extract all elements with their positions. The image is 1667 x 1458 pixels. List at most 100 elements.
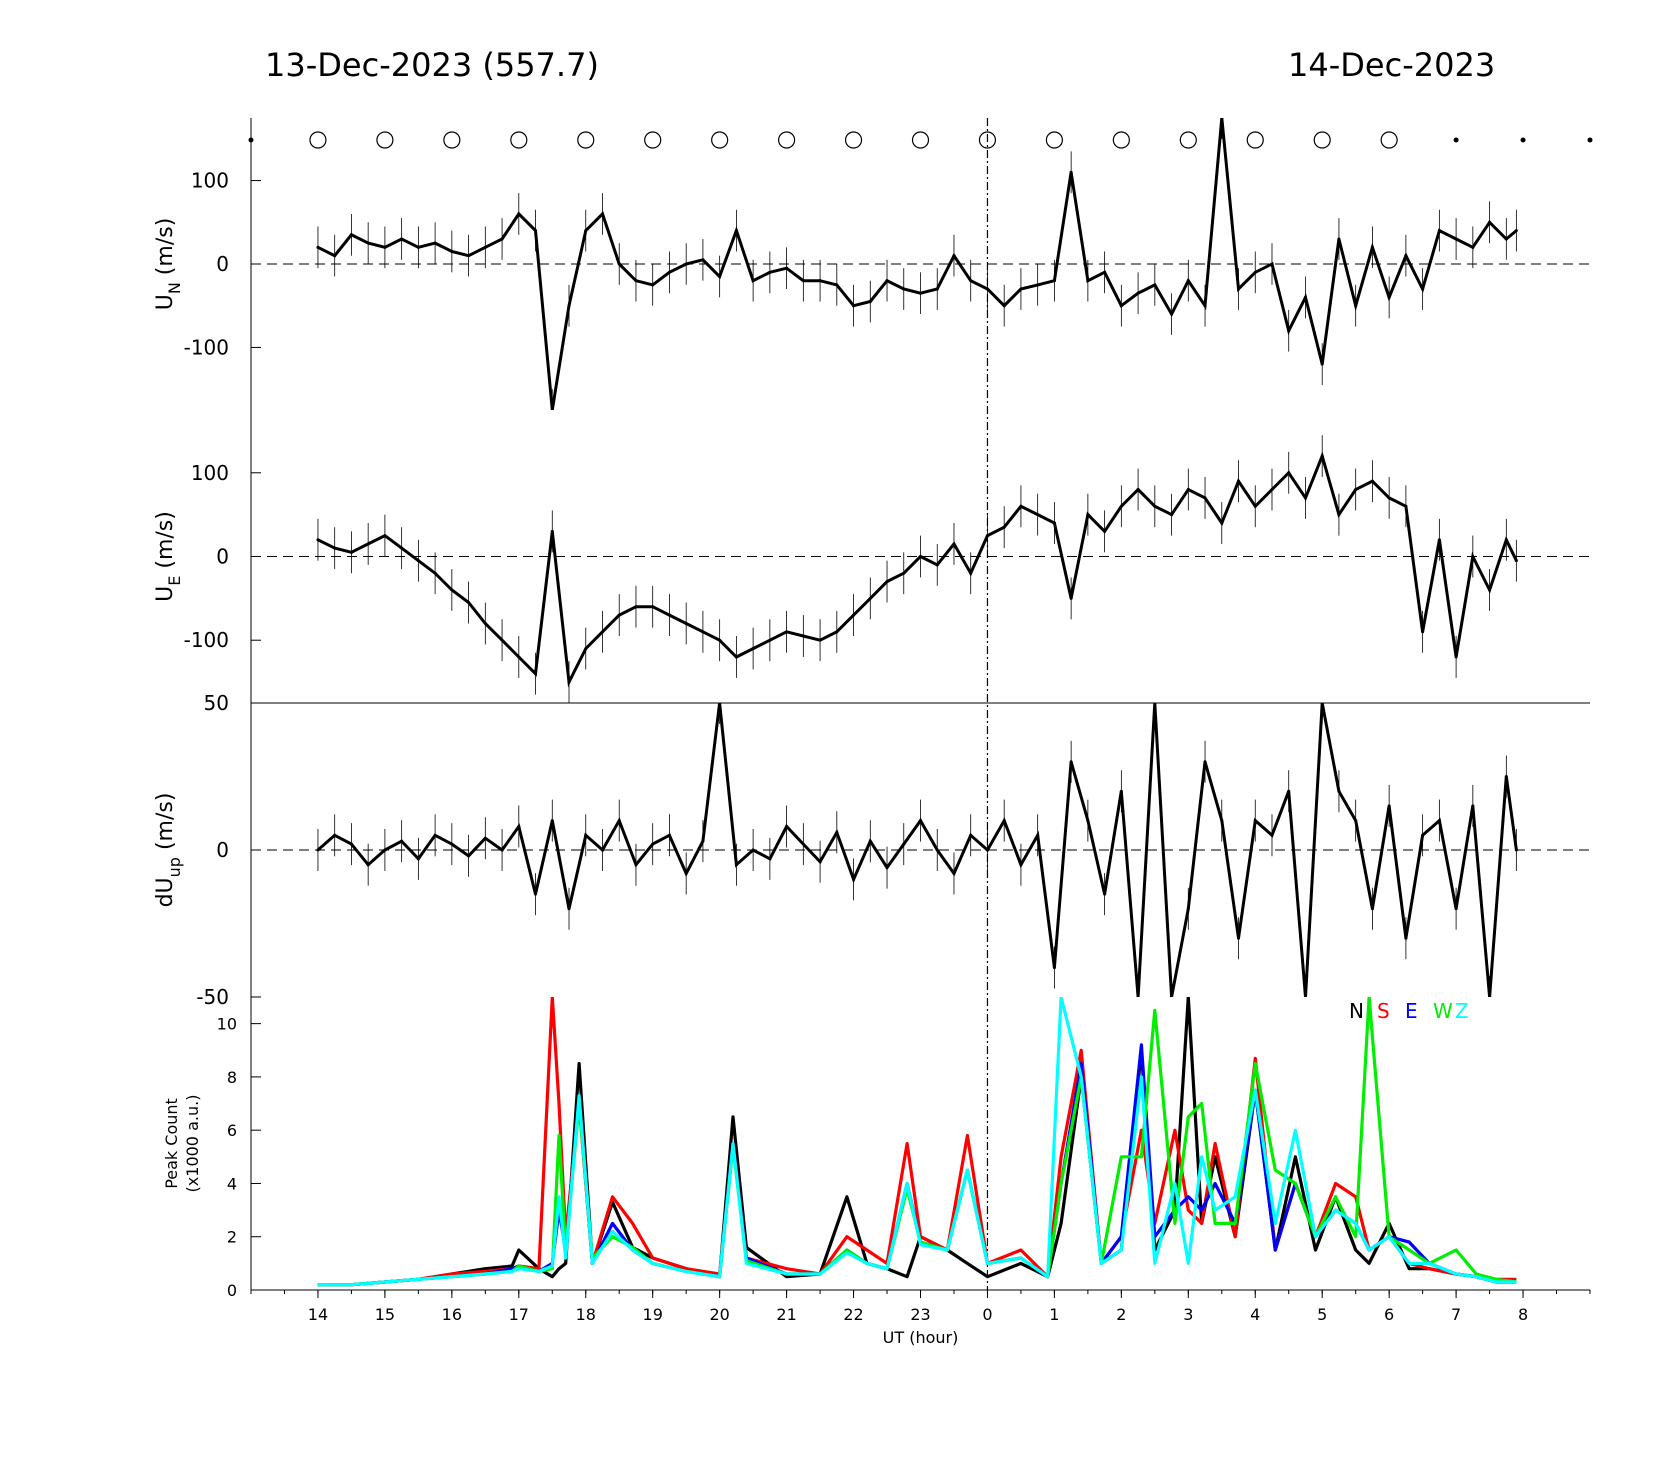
data-point: [450, 842, 454, 846]
data-point: [1220, 521, 1224, 525]
y-tick-label: 6: [227, 1121, 237, 1140]
data-point: [701, 258, 705, 262]
data-point: [1119, 304, 1123, 308]
data-point: [734, 863, 738, 867]
data-point: [550, 529, 554, 533]
y-tick-label: 2: [227, 1228, 237, 1247]
data-point: [701, 630, 705, 634]
y-tick-label: 0: [227, 1281, 237, 1300]
data-point: [1186, 279, 1190, 283]
data-point: [567, 907, 571, 911]
data-point: [684, 621, 688, 625]
data-point: [634, 279, 638, 283]
x-tick-label: 21: [776, 1305, 796, 1324]
data-point: [349, 842, 353, 846]
data-point: [651, 283, 655, 287]
data-point: [1370, 479, 1374, 483]
x-tick-label: 7: [1451, 1305, 1461, 1324]
data-point: [1504, 775, 1508, 778]
data-point: [801, 634, 805, 638]
hour-dot-marker: [248, 137, 254, 143]
hour-circle-marker: [1179, 131, 1197, 149]
data-point: [885, 580, 889, 584]
data-point: [584, 647, 588, 651]
data-point: [818, 638, 822, 642]
data-point: [868, 839, 872, 843]
data-point: [316, 245, 320, 249]
data-point: [383, 245, 387, 249]
hour-circle-marker: [1380, 131, 1398, 149]
data-point: [985, 848, 989, 852]
data-point: [550, 819, 554, 823]
hour-circle-marker: [309, 131, 327, 149]
x-axis-label: UT (hour): [883, 1328, 959, 1347]
data-point: [1036, 283, 1040, 287]
data-point: [1052, 279, 1056, 283]
data-point: [433, 571, 437, 575]
data-point: [416, 559, 420, 563]
data-point: [567, 304, 571, 308]
data-point: [684, 872, 688, 876]
series-line: [317, 451, 1518, 688]
y-tick-label: 4: [227, 1174, 237, 1193]
y-tick-label: -100: [184, 335, 229, 359]
data-point: [919, 291, 922, 295]
data-point: [1387, 496, 1391, 500]
data-point: [333, 833, 337, 837]
data-point: [1387, 295, 1391, 299]
y-tick-label: -50: [196, 985, 229, 1009]
data-point: [835, 830, 839, 834]
data-point: [768, 857, 772, 861]
data-point: [1253, 504, 1257, 508]
data-point: [550, 408, 554, 410]
data-point: [1170, 995, 1174, 997]
data-point: [1421, 630, 1425, 634]
data-point: [969, 571, 973, 575]
data-point: [1303, 496, 1307, 500]
data-point: [1052, 521, 1056, 525]
data-point: [1514, 559, 1518, 563]
data-point: [1220, 118, 1224, 120]
data-point: [1320, 362, 1324, 366]
x-tick-label: 17: [509, 1305, 529, 1324]
data-point: [500, 848, 504, 852]
data-point: [416, 245, 420, 249]
data-point: [801, 279, 805, 283]
peak-series-group: [317, 997, 1517, 1287]
data-point: [1421, 833, 1425, 837]
data-point: [1454, 907, 1458, 911]
hour-circle-marker: [711, 131, 729, 149]
data-point: [1069, 170, 1073, 174]
data-point: [1404, 936, 1408, 940]
data-point: [1203, 496, 1207, 500]
data-point: [952, 542, 956, 546]
data-point: [1186, 488, 1190, 492]
data-point: [400, 546, 404, 550]
data-point: [1153, 283, 1157, 287]
data-point: [400, 839, 404, 843]
data-point: [667, 270, 671, 274]
x-tick-label: 2: [1116, 1305, 1126, 1324]
y-axis-label-line1: Peak Count: [162, 1098, 181, 1189]
data-point: [534, 892, 538, 896]
x-tick-label: 15: [375, 1305, 395, 1324]
hour-circle-marker: [1246, 131, 1264, 149]
data-point: [1136, 995, 1140, 997]
data-point: [785, 824, 789, 828]
legend-n: N: [1349, 999, 1364, 1023]
data-point: [868, 300, 872, 304]
data-point: [433, 241, 437, 245]
data-point: [483, 621, 487, 625]
series-line-s: [317, 997, 1517, 1287]
data-point: [1103, 892, 1107, 896]
data-point: [1437, 819, 1441, 823]
data-point: [935, 287, 939, 291]
hour-circle-marker: [978, 131, 997, 149]
data-point: [885, 866, 889, 870]
x-tick-label: 18: [576, 1305, 596, 1324]
data-point: [467, 601, 471, 605]
data-point: [801, 842, 805, 846]
data-point: [1514, 229, 1518, 233]
data-point: [651, 605, 655, 609]
